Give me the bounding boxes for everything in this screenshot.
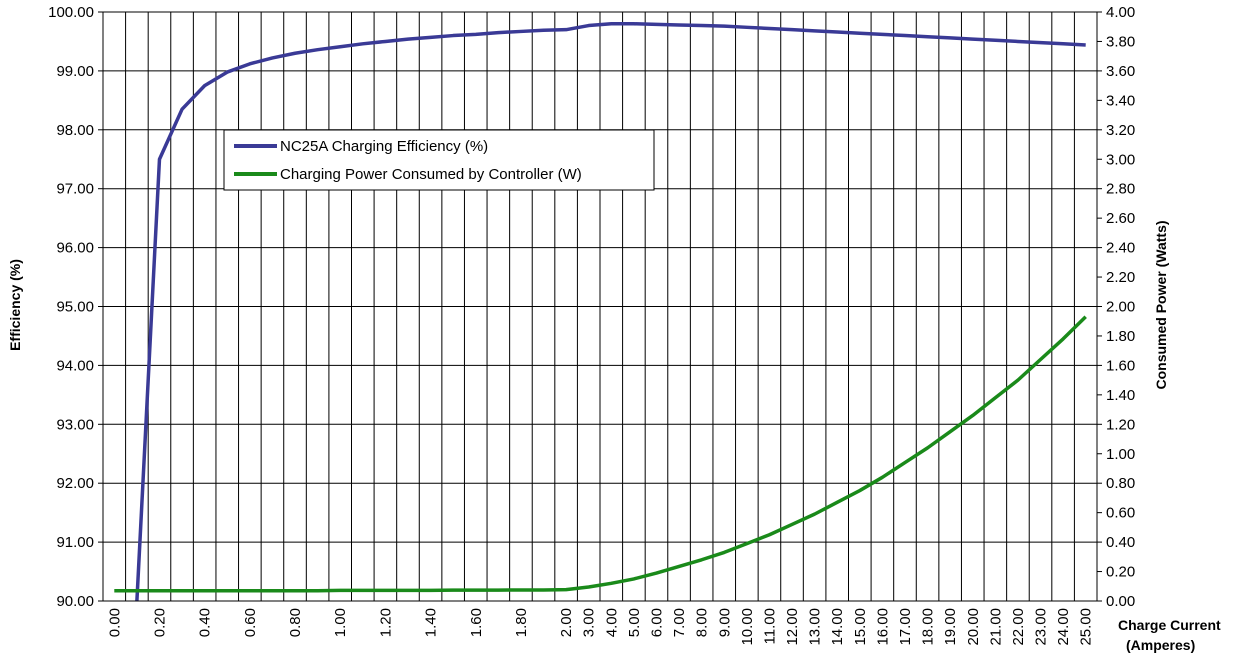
x-tick-label: 24.00 [1055,608,1072,646]
y2-tick-label: 2.60 [1106,210,1135,227]
right-axis-ticks: 0.00 0.20 0.40 0.60 0.80 1.00 1.20 1.40 1.60 1.80… [1097,4,1135,610]
y2-tick-label: 3.60 [1106,63,1135,80]
y2-tick-label: 2.00 [1106,299,1135,316]
y-tick-label: 92.00 [56,475,94,492]
x-tick-label: 9.00 [716,608,733,637]
x-tick-label: 0.40 [197,608,214,637]
x-tick-label: 19.00 [942,608,959,646]
legend: NC25A Charging Efficiency (%) Charging P… [223,129,655,191]
x-tick-label: 3.00 [581,608,598,637]
y2-tick-label: 1.00 [1106,446,1135,463]
plot-frame [102,11,1098,602]
legend-label-power: Charging Power Consumed by Controller (W… [280,166,582,183]
legend-box [223,129,655,191]
x-tick-label: 13.00 [807,608,824,646]
gridlines [102,11,1098,602]
x-tick-label: 1.80 [513,608,530,637]
x-tick-label: 11.00 [761,608,778,644]
y2-tick-label: 0.60 [1106,505,1135,522]
y2-tick-label: 4.00 [1106,4,1135,21]
x-tick-label: 17.00 [897,608,914,646]
x-tick-label: 22.00 [1010,608,1027,646]
y-tick-label: 98.00 [56,122,94,139]
y2-tick-label: 0.40 [1106,534,1135,551]
x-tick-label: 20.00 [965,608,982,646]
x-tick-label: 2.00 [558,608,575,637]
x-axis-ticks: 0.00 0.20 0.40 0.60 0.80 1.00 1.20 1.40 1.60 1.80… [106,608,1094,646]
y2-tick-label: 1.20 [1106,416,1135,433]
left-axis-ticks: 90.00 91.00 92.00 93.00 94.00 95.00 96.00 97.00… [48,4,103,610]
y-axis-title: Efficiency (%) [7,259,23,351]
y2-tick-label: 3.20 [1106,122,1135,139]
x-tick-label: 1.00 [332,608,349,637]
x-tick-label: 0.00 [106,608,123,637]
x-tick-label: 0.20 [151,608,168,637]
efficiency-series-line [135,22,1086,602]
y-tick-label: 100.00 [48,4,94,21]
y-tick-label: 95.00 [56,299,94,316]
x-tick-label: 16.00 [874,608,891,646]
x-tick-label: 14.00 [829,608,846,646]
x-tick-label: 21.00 [987,608,1004,646]
y2-tick-label: 0.80 [1106,475,1135,492]
x-tick-label: 0.80 [287,608,304,637]
y-tick-label: 97.00 [56,181,94,198]
y2-tick-label: 0.20 [1106,564,1135,581]
y-tick-label: 96.00 [56,240,94,257]
x-tick-label: 18.00 [920,608,937,646]
x-tick-label: 7.00 [671,608,688,637]
x-tick-label: 6.00 [648,608,665,637]
y-tick-label: 93.00 [56,416,94,433]
y-tick-label: 94.00 [56,357,94,374]
y2-axis-title: Consumed Power (Watts) [1153,220,1169,389]
y2-tick-label: 2.20 [1106,269,1135,286]
x-tick-label: 4.00 [603,608,620,637]
y-tick-label: 91.00 [56,534,94,551]
x-axis-title-line2: (Amperes) [1126,637,1195,653]
series-layer [114,22,1087,602]
x-tick-label: 25.00 [1078,608,1095,646]
y2-tick-label: 1.40 [1106,387,1135,404]
x-tick-label: 0.60 [242,608,259,637]
x-tick-label: 8.00 [694,608,711,637]
y-tick-label: 99.00 [56,63,94,80]
x-tick-label: 1.60 [468,608,485,637]
y2-tick-label: 3.80 [1106,33,1135,50]
x-tick-label: 12.00 [784,608,801,646]
legend-label-efficiency: NC25A Charging Efficiency (%) [280,138,488,155]
y2-tick-label: 3.00 [1106,151,1135,168]
power-series-line [114,315,1087,593]
x-tick-label: 5.00 [626,608,643,637]
x-tick-label: 23.00 [1033,608,1050,646]
x-tick-label: 15.00 [852,608,869,646]
x-axis-title-line1: Charge Current [1118,617,1221,633]
y2-tick-label: 0.00 [1106,593,1135,610]
x-tick-label: 1.20 [377,608,394,637]
y2-tick-label: 1.60 [1106,357,1135,374]
y-tick-label: 90.00 [56,593,94,610]
y2-tick-label: 2.80 [1106,181,1135,198]
y2-tick-label: 1.80 [1106,328,1135,345]
y2-tick-label: 3.40 [1106,92,1135,109]
x-tick-label: 1.40 [423,608,440,637]
y2-tick-label: 2.40 [1106,240,1135,257]
x-tick-label: 10.00 [739,608,756,646]
